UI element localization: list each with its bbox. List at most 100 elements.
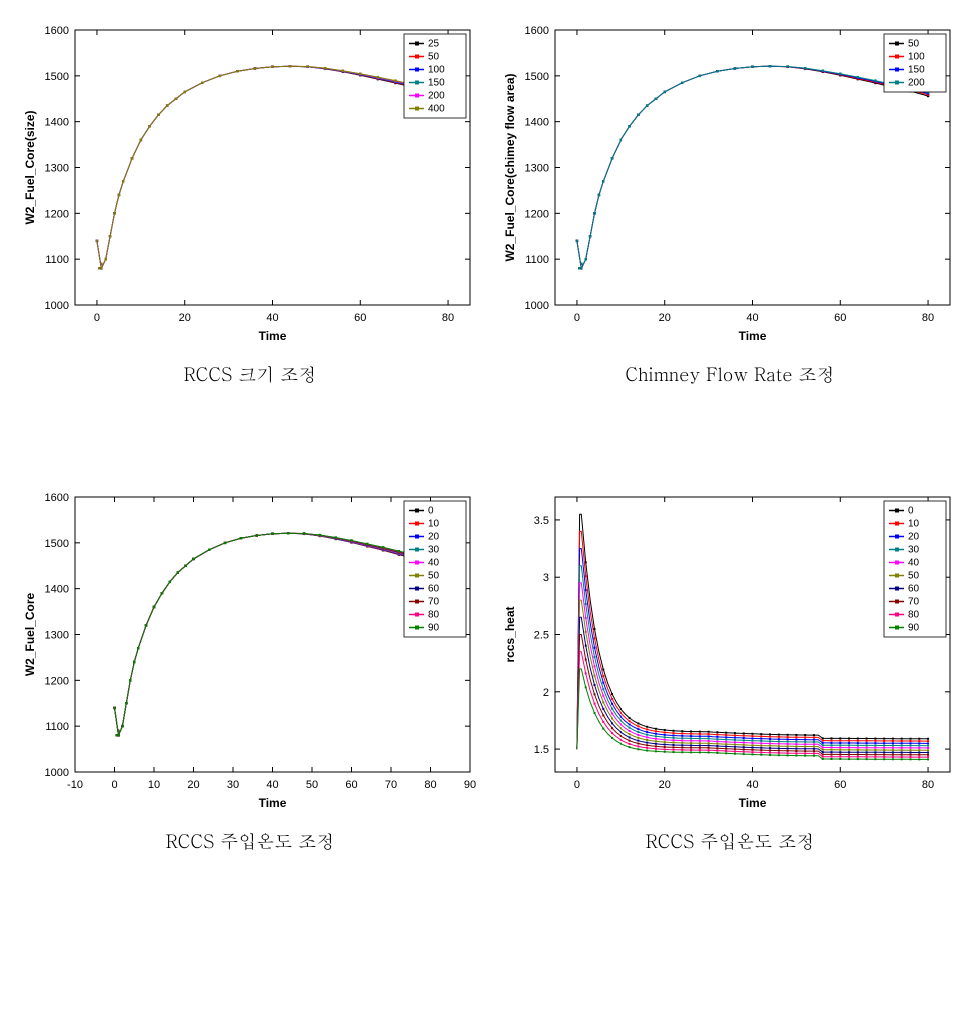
svg-text:30: 30	[428, 545, 440, 556]
svg-text:20: 20	[659, 312, 671, 324]
svg-text:1000: 1000	[45, 300, 69, 312]
svg-text:60: 60	[354, 312, 366, 324]
svg-text:1300: 1300	[45, 163, 69, 175]
svg-text:Time: Time	[259, 329, 287, 343]
svg-text:0: 0	[111, 779, 117, 791]
chart3-caption: RCCS 주입온도 조정	[166, 829, 335, 854]
svg-text:1300: 1300	[525, 163, 549, 175]
svg-text:2.5: 2.5	[534, 630, 549, 642]
svg-text:3: 3	[543, 572, 549, 584]
chart4-caption: RCCS 주입온도 조정	[646, 829, 815, 854]
svg-text:20: 20	[659, 779, 671, 791]
svg-text:Time: Time	[739, 796, 767, 810]
svg-text:40: 40	[908, 558, 920, 569]
svg-text:100: 100	[428, 65, 445, 76]
svg-text:1100: 1100	[45, 254, 69, 266]
chart4-plot: 0 20 40 60 80 1.5 2 2.5 3 3.5 Time rccs_heat 0 10 20 30…	[500, 487, 960, 817]
svg-text:20: 20	[187, 779, 199, 791]
svg-text:90: 90	[908, 623, 920, 634]
svg-text:1200: 1200	[45, 208, 69, 220]
svg-text:20: 20	[908, 532, 920, 543]
svg-text:1500: 1500	[525, 71, 549, 83]
svg-text:-10: -10	[67, 779, 83, 791]
svg-text:200: 200	[428, 91, 445, 102]
svg-text:3.5: 3.5	[534, 515, 549, 527]
svg-text:40: 40	[746, 779, 758, 791]
svg-text:1300: 1300	[45, 630, 69, 642]
svg-text:150: 150	[428, 78, 445, 89]
svg-text:70: 70	[385, 779, 397, 791]
svg-text:60: 60	[345, 779, 357, 791]
svg-text:200: 200	[908, 78, 925, 89]
svg-text:50: 50	[306, 779, 318, 791]
svg-text:W2_Fuel_Core(chimey flow area): W2_Fuel_Core(chimey flow area)	[503, 73, 517, 261]
svg-text:W2_Fuel_Core(size): W2_Fuel_Core(size)	[23, 110, 37, 224]
svg-text:25: 25	[428, 39, 440, 50]
chart-cell-3: -100102030405060708090100011001200130014…	[20, 487, 480, 854]
svg-text:20: 20	[428, 532, 440, 543]
svg-text:80: 80	[442, 312, 454, 324]
svg-text:1100: 1100	[525, 254, 549, 266]
svg-text:30: 30	[908, 545, 920, 556]
svg-text:20: 20	[179, 312, 191, 324]
svg-text:400: 400	[428, 104, 445, 115]
svg-text:50: 50	[908, 571, 920, 582]
svg-text:10: 10	[428, 519, 440, 530]
svg-text:30: 30	[227, 779, 239, 791]
svg-text:1600: 1600	[45, 25, 69, 37]
svg-text:0: 0	[94, 312, 100, 324]
svg-text:0: 0	[428, 506, 434, 517]
svg-text:70: 70	[428, 597, 440, 608]
svg-text:80: 80	[922, 312, 934, 324]
svg-text:60: 60	[834, 779, 846, 791]
svg-text:1000: 1000	[525, 300, 549, 312]
svg-text:90: 90	[464, 779, 476, 791]
svg-text:40: 40	[266, 312, 278, 324]
svg-text:Time: Time	[739, 329, 767, 343]
chart2-plot: 0 20 40 60 80 1000 1100 1200 1300 1400 1500 1600 Tim…	[500, 20, 960, 350]
svg-text:50: 50	[428, 571, 440, 582]
chart3-plot: -100102030405060708090100011001200130014…	[20, 487, 480, 817]
svg-text:1100: 1100	[45, 721, 69, 733]
svg-text:Time: Time	[259, 796, 287, 810]
svg-text:1400: 1400	[45, 117, 69, 129]
svg-text:10: 10	[908, 519, 920, 530]
svg-text:0: 0	[908, 506, 914, 517]
svg-text:60: 60	[428, 584, 440, 595]
chart1-caption: RCCS 크기 조정	[184, 362, 317, 387]
svg-text:0: 0	[574, 312, 580, 324]
svg-text:50: 50	[908, 39, 920, 50]
svg-text:100: 100	[908, 52, 925, 63]
svg-text:150: 150	[908, 65, 925, 76]
svg-text:W2_Fuel_Core: W2_Fuel_Core	[23, 592, 37, 676]
chart-grid: 0204060801000110012001300140015001600Tim…	[20, 20, 956, 854]
svg-text:0: 0	[574, 779, 580, 791]
svg-text:60: 60	[834, 312, 846, 324]
svg-text:1600: 1600	[525, 25, 549, 37]
svg-text:1200: 1200	[525, 208, 549, 220]
svg-text:40: 40	[746, 312, 758, 324]
svg-text:1500: 1500	[45, 71, 69, 83]
svg-text:70: 70	[908, 597, 920, 608]
svg-text:40: 40	[266, 779, 278, 791]
svg-text:1500: 1500	[45, 538, 69, 550]
svg-text:50: 50	[428, 52, 440, 63]
chart-cell-1: 0 20 40 60 80 1000 1100 1200 1300 1400 1500 1600 Tim…	[20, 20, 480, 387]
svg-text:80: 80	[908, 610, 920, 621]
chart-cell-2: 0 20 40 60 80 1000 1100 1200 1300 1400 1500 1600 Tim…	[500, 20, 960, 387]
svg-text:10: 10	[148, 779, 160, 791]
svg-text:1200: 1200	[45, 675, 69, 687]
svg-text:80: 80	[922, 779, 934, 791]
svg-text:1400: 1400	[45, 584, 69, 596]
svg-text:1400: 1400	[525, 117, 549, 129]
svg-text:90: 90	[428, 623, 440, 634]
svg-text:rccs_heat: rccs_heat	[503, 606, 517, 662]
svg-text:2: 2	[543, 687, 549, 699]
svg-text:60: 60	[908, 584, 920, 595]
svg-text:1.5: 1.5	[534, 744, 549, 756]
svg-text:80: 80	[428, 610, 440, 621]
svg-text:80: 80	[424, 779, 436, 791]
chart-cell-4: 0 20 40 60 80 1.5 2 2.5 3 3.5 Time rccs_heat 0 10 20 30…	[500, 487, 960, 854]
chart2-caption: Chimney Flow Rate 조정	[625, 362, 834, 387]
chart1-plot: 0 20 40 60 80 1000 1100 1200 1300 1400 1500 1600 Tim…	[20, 20, 480, 350]
